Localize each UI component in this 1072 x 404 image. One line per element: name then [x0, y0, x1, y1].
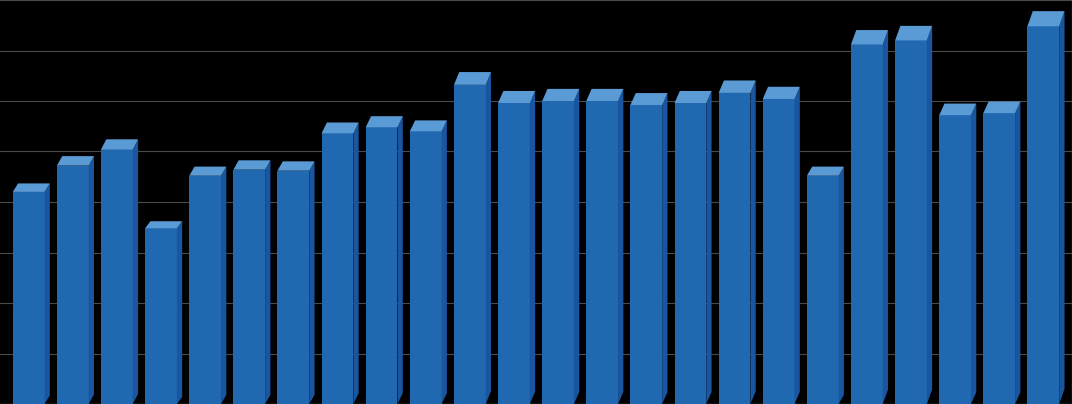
Polygon shape	[221, 166, 226, 404]
Polygon shape	[574, 89, 579, 404]
Polygon shape	[234, 170, 265, 404]
Polygon shape	[542, 89, 579, 101]
Polygon shape	[927, 26, 933, 404]
Polygon shape	[101, 139, 138, 149]
Polygon shape	[939, 103, 977, 115]
Polygon shape	[366, 116, 403, 127]
Polygon shape	[983, 101, 1021, 113]
Polygon shape	[101, 149, 133, 404]
Polygon shape	[794, 87, 800, 404]
Polygon shape	[453, 72, 491, 85]
Polygon shape	[309, 161, 314, 404]
Polygon shape	[718, 93, 750, 404]
Polygon shape	[542, 101, 574, 404]
Polygon shape	[177, 221, 182, 404]
Polygon shape	[630, 105, 662, 404]
Polygon shape	[57, 156, 94, 166]
Polygon shape	[278, 161, 314, 170]
Polygon shape	[366, 127, 398, 404]
Polygon shape	[895, 26, 933, 40]
Polygon shape	[57, 166, 89, 404]
Polygon shape	[133, 139, 138, 404]
Polygon shape	[486, 72, 491, 404]
Polygon shape	[630, 93, 668, 105]
Polygon shape	[983, 113, 1015, 404]
Polygon shape	[706, 91, 712, 404]
Polygon shape	[586, 101, 619, 404]
Polygon shape	[807, 166, 844, 176]
Polygon shape	[453, 85, 486, 404]
Polygon shape	[190, 176, 221, 404]
Polygon shape	[398, 116, 403, 404]
Polygon shape	[410, 120, 447, 131]
Polygon shape	[13, 192, 45, 404]
Polygon shape	[882, 30, 888, 404]
Polygon shape	[851, 44, 882, 404]
Polygon shape	[442, 120, 447, 404]
Polygon shape	[586, 89, 623, 101]
Polygon shape	[89, 156, 94, 404]
Polygon shape	[939, 115, 971, 404]
Polygon shape	[1027, 11, 1064, 26]
Polygon shape	[674, 103, 706, 404]
Polygon shape	[895, 40, 927, 404]
Polygon shape	[662, 93, 668, 404]
Polygon shape	[45, 183, 50, 404]
Polygon shape	[13, 183, 50, 192]
Polygon shape	[763, 99, 794, 404]
Polygon shape	[530, 91, 535, 404]
Polygon shape	[619, 89, 623, 404]
Polygon shape	[410, 131, 442, 404]
Polygon shape	[322, 122, 359, 133]
Polygon shape	[718, 80, 756, 93]
Polygon shape	[498, 91, 535, 103]
Polygon shape	[498, 103, 530, 404]
Polygon shape	[354, 122, 359, 404]
Polygon shape	[145, 228, 177, 404]
Polygon shape	[807, 176, 838, 404]
Polygon shape	[763, 87, 800, 99]
Polygon shape	[1027, 26, 1059, 404]
Polygon shape	[265, 160, 270, 404]
Polygon shape	[674, 91, 712, 103]
Polygon shape	[851, 30, 888, 44]
Polygon shape	[278, 170, 309, 404]
Polygon shape	[838, 166, 844, 404]
Polygon shape	[1059, 11, 1064, 404]
Polygon shape	[234, 160, 270, 170]
Polygon shape	[750, 80, 756, 404]
Polygon shape	[190, 166, 226, 176]
Polygon shape	[145, 221, 182, 228]
Polygon shape	[1015, 101, 1021, 404]
Polygon shape	[971, 103, 977, 404]
Polygon shape	[322, 133, 354, 404]
